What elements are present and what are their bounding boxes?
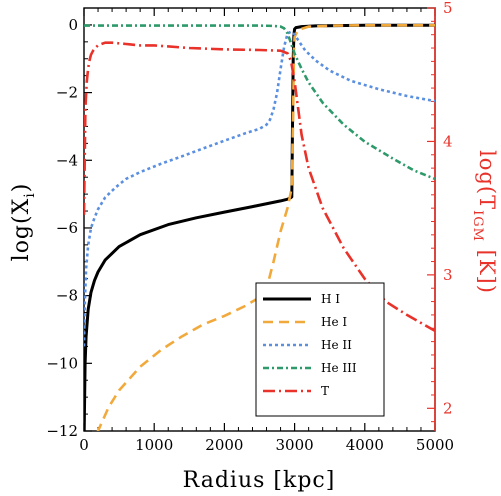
series-line-heii [84,30,435,347]
y-tick-label: −4 [56,151,78,169]
axis-ticks: 0 1000 2000 3000 4000 5000 0 −2 −4 −6 −8 −10 −12 2 3 4 5 [46,0,454,454]
y-tick-label: −2 [56,84,78,102]
x-tick-label: 0 [79,436,89,454]
y2-axis-title-close: [K]) [475,242,499,294]
legend-label-heiii: He III [321,361,357,375]
series-line-hi [84,23,435,431]
y2-tick-label: 3 [443,266,453,284]
series-line-hei [96,24,435,431]
legend-label-hei: He I [321,315,347,329]
y2-tick-label: 4 [443,132,453,150]
y-tick-label: −12 [46,422,78,440]
x-axis-title: Radius [kpc] [183,468,336,493]
x-tick-label: 3000 [276,436,314,454]
series-line-heiii [84,24,435,181]
y-axis-title-sub: i [22,192,38,197]
x-tick-label: 4000 [346,436,384,454]
series-group [84,23,435,431]
y-tick-label: −6 [56,219,78,237]
y-axis-title-main: log(X [9,198,34,262]
y2-tick-label: 2 [443,399,453,417]
x-tick-label: 2000 [205,436,243,454]
series-line-t [84,41,435,333]
x-tick-label: 1000 [135,436,173,454]
legend-label-heii: He II [321,338,352,352]
legend-box [255,282,385,417]
y2-axis-title-sub: IGM [470,210,485,242]
y2-axis-title-main: log(T [475,150,499,210]
y-tick-label: −10 [46,354,78,372]
y-axis-title: log(Xi) [9,183,38,262]
legend: H I He I He II He III T [255,282,385,417]
y-axis-title-close: ) [9,183,34,193]
legend-label-t: T [321,384,329,398]
y-tick-label: 0 [68,16,78,34]
legend-label-hi: H I [321,292,340,306]
y-tick-label: −8 [56,287,78,305]
x-tick-label: 5000 [416,436,454,454]
y2-axis-title: log(TIGM [K]) [470,150,499,294]
y2-tick-label: 5 [443,0,453,17]
